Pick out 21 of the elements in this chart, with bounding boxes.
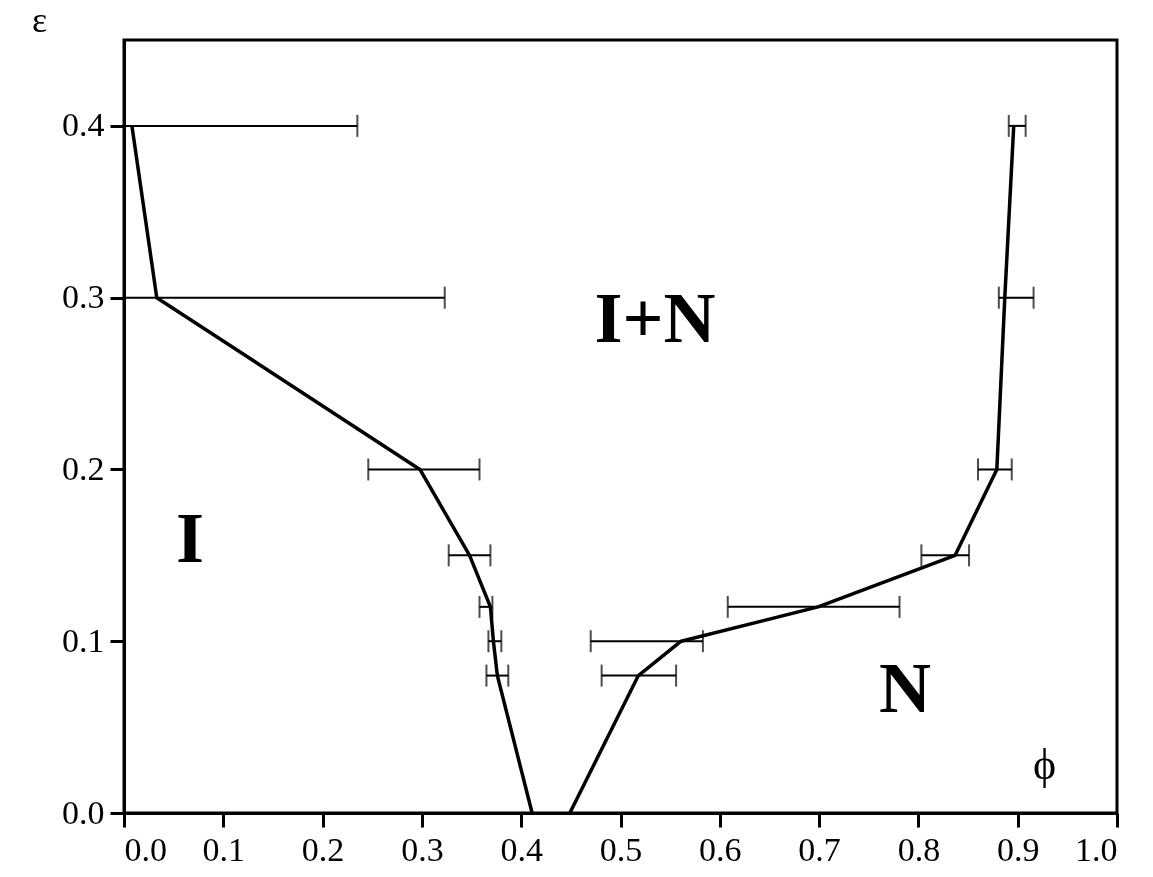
x-tick-label: 0.8	[897, 830, 941, 868]
x-tick-label: 1.0	[1075, 830, 1118, 868]
x-tick-label: 0.1	[202, 830, 246, 868]
x-axis-title: ϕ	[1032, 739, 1057, 789]
x-tick-label: 0.3	[401, 830, 444, 868]
x-tick-label: 0.6	[699, 830, 742, 868]
y-tick-label: 0.1	[62, 621, 105, 659]
annotation: I	[175, 498, 205, 578]
y-tick-label: 0.4	[62, 106, 105, 144]
y-tick-label: 0.3	[62, 278, 105, 316]
x-tick-label: 0.7	[798, 830, 841, 868]
y-tick-label: 0.2	[62, 449, 105, 487]
x-tick-label: 0.5	[599, 830, 643, 868]
x-tick-label: 0.9	[996, 830, 1040, 868]
y-tick-label: 0.0	[62, 793, 105, 831]
x-tick-label: 0.4	[500, 830, 543, 868]
x-tick-label: 0.0	[124, 830, 167, 868]
y-axis-title: ε	[31, 0, 48, 40]
annotation: I+N	[594, 278, 716, 358]
annotation: N	[879, 648, 931, 728]
x-tick-label: 0.2	[301, 830, 345, 868]
